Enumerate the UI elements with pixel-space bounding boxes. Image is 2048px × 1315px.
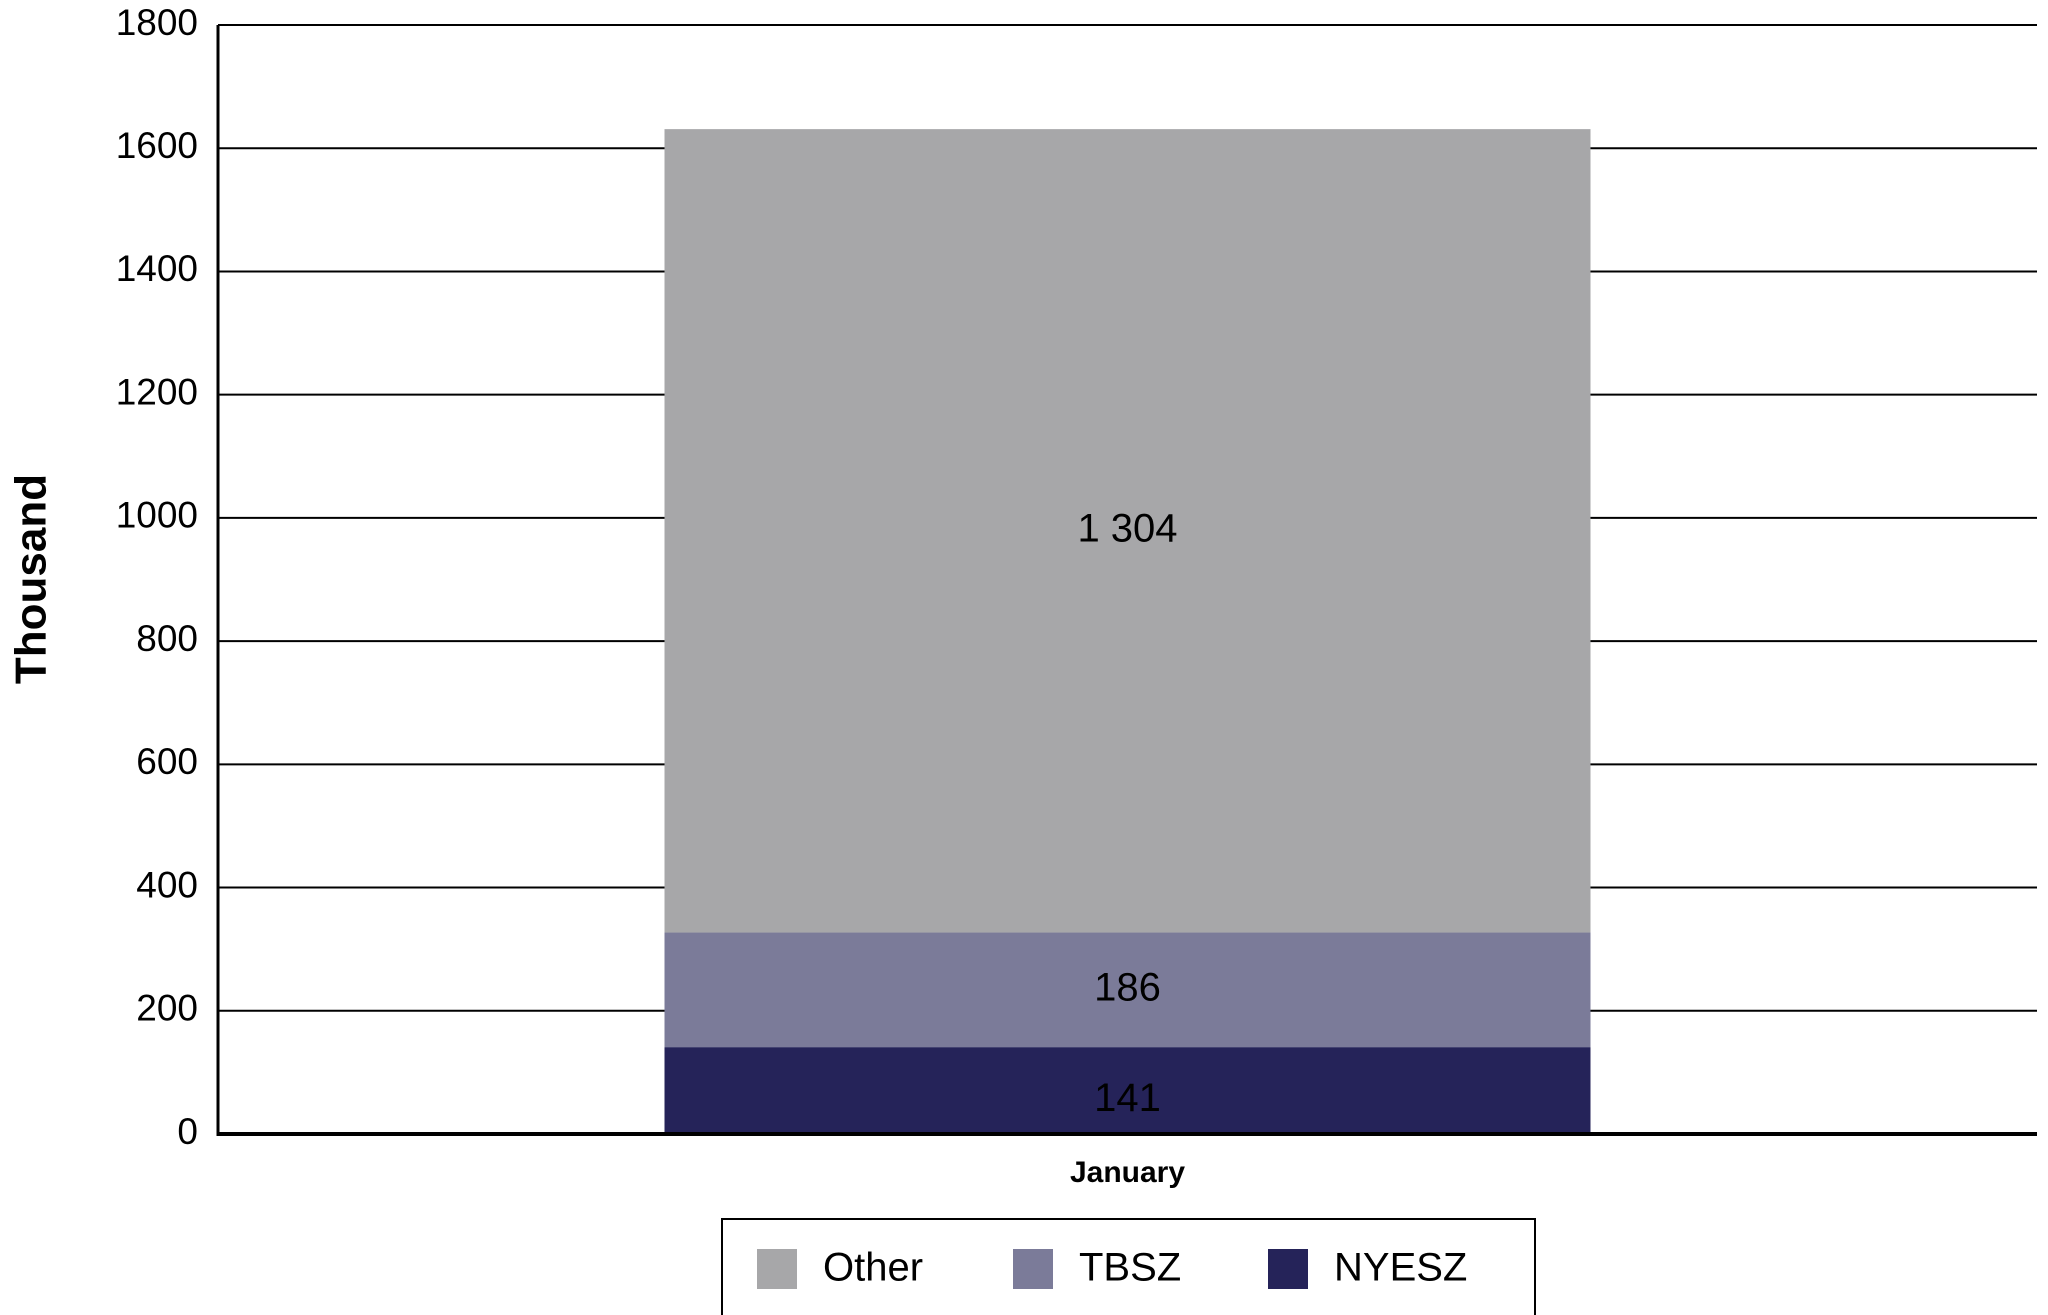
- legend-label: TBSZ: [1079, 1246, 1181, 1290]
- y-tick-label: 1000: [116, 495, 198, 536]
- x-tick-label: January: [1070, 1156, 1185, 1189]
- legend-swatch: [757, 1249, 797, 1289]
- y-tick-label: 1400: [116, 248, 198, 289]
- y-tick-label: 400: [136, 864, 198, 905]
- data-label: 186: [1094, 965, 1161, 1009]
- y-tick-label: 800: [136, 618, 198, 659]
- y-tick-label: 600: [136, 741, 198, 782]
- y-tick-label: 1600: [116, 125, 198, 166]
- y-tick-label: 200: [136, 988, 198, 1029]
- legend-label: NYESZ: [1334, 1246, 1467, 1290]
- bar-segment: [664, 1047, 1591, 1134]
- data-label: 1 304: [1077, 506, 1177, 550]
- y-axis-title: Thousand: [7, 474, 56, 684]
- data-label: 141: [1094, 1076, 1161, 1120]
- bar-segment: [664, 129, 1591, 933]
- y-tick-label: 1800: [116, 2, 198, 43]
- y-tick-label: 0: [177, 1111, 198, 1152]
- bar-segment: [664, 932, 1591, 1048]
- legend-swatch: [1268, 1249, 1308, 1289]
- legend-swatch: [1013, 1249, 1053, 1289]
- legend-box: [721, 1218, 1536, 1315]
- legend-label: Other: [823, 1246, 923, 1290]
- y-tick-label: 1200: [116, 371, 198, 412]
